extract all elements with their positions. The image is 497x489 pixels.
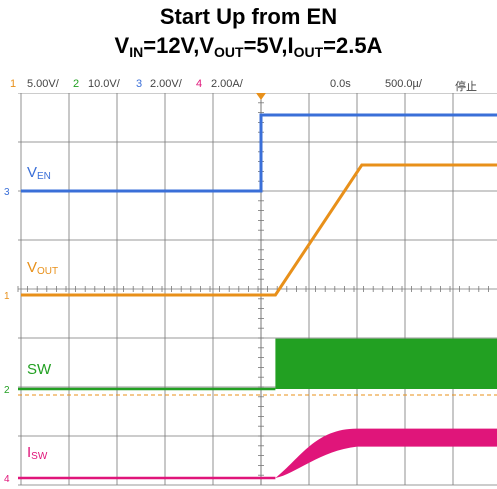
sw-label: SW <box>27 361 52 378</box>
chart-subtitle: VIN=12V,VOUT=5V,IOUT=2.5A <box>114 33 383 60</box>
chart-title: Start Up from EN <box>159 4 338 29</box>
ch1-scale: 5.00V/ <box>27 78 59 90</box>
trigger-marker <box>256 93 266 100</box>
run-state: 停止 <box>455 81 477 93</box>
series-band-isw <box>275 428 497 478</box>
channel-marker-4: 4 <box>4 474 10 485</box>
ven-label: VEN <box>27 164 51 182</box>
ch3-scale: 2.00V/ <box>150 78 182 90</box>
isw-label: ISW <box>27 444 48 462</box>
channel-marker-2: 2 <box>4 385 10 396</box>
scope-grid <box>17 93 497 486</box>
ch2-number: 2 <box>73 78 80 90</box>
ch2-scale: 10.0V/ <box>88 78 120 90</box>
scope-display: 3 1 2 4 <box>4 93 497 486</box>
scope-traces <box>18 113 497 480</box>
vout-label: VOUT <box>27 259 59 277</box>
series-band-sw <box>275 338 497 389</box>
ch4-number: 4 <box>196 78 203 90</box>
ch4-scale: 2.00A/ <box>211 78 243 90</box>
trigger-time: 0.0s <box>330 78 351 90</box>
channel-marker-1: 1 <box>4 291 10 302</box>
channel-markers: 3 1 2 4 <box>4 93 266 485</box>
series-line-ven <box>21 113 497 193</box>
ch3-number: 3 <box>136 78 143 90</box>
scope-status-bar: 1 5.00V/ 2 10.0V/ 3 2.00V/ 4 2.00A/ 0.0s… <box>0 78 497 94</box>
channel-marker-3: 3 <box>4 187 10 198</box>
timebase: 500.0µ/ <box>385 78 422 90</box>
series-line-vout <box>21 163 497 297</box>
ch1-number: 1 <box>10 78 17 90</box>
